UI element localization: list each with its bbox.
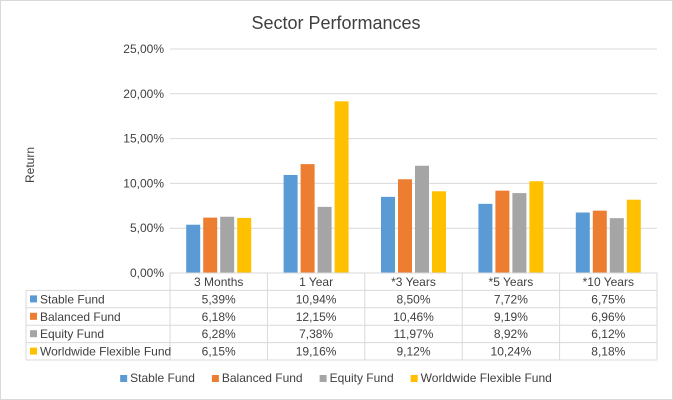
data-label: 7,72%	[494, 292, 528, 306]
y-axis-ticks: 0,00% 5,00% 10,00% 15,00% 20,00% 25,00%	[123, 42, 164, 280]
data-label: 8,92%	[494, 327, 528, 341]
bars	[186, 101, 641, 273]
data-label: 6,12%	[591, 327, 625, 341]
bar	[334, 101, 349, 273]
row-series-name: Stable Fund	[40, 292, 105, 306]
row-key	[30, 330, 37, 338]
data-table: 3 Months 1 Year *3 Years *5 Years *10 Years S…	[25, 272, 658, 361]
data-label: 6,75%	[591, 292, 625, 306]
legend-item: Balanced Fund	[211, 371, 303, 385]
chart-title: Sector Performances	[251, 13, 420, 33]
legend-swatch	[319, 375, 327, 382]
legend: Stable Fund Balanced Fund Equity Fund World…	[120, 371, 552, 385]
legend-swatch	[410, 375, 418, 382]
legend-label: Worldwide Flexible Fund	[421, 371, 552, 385]
category-label: *10 Years	[583, 275, 634, 289]
legend-label: Equity Fund	[330, 371, 394, 385]
row-key	[30, 312, 37, 320]
bar	[626, 199, 641, 273]
data-label: 9,12%	[396, 345, 430, 359]
data-label: 6,28%	[202, 327, 236, 341]
row-series-name: Worldwide Flexible Fund	[40, 345, 171, 359]
data-label: 12,15%	[296, 310, 337, 324]
legend-item: Stable Fund	[120, 371, 195, 385]
row-series-name: Equity Fund	[40, 327, 104, 341]
bar	[220, 216, 235, 273]
category-label: 1 Year	[299, 275, 333, 289]
bar	[283, 174, 298, 273]
bar	[300, 164, 315, 273]
bar	[495, 190, 510, 273]
data-label: 8,50%	[396, 292, 430, 306]
legend-label: Stable Fund	[130, 371, 195, 385]
legend-swatch	[211, 375, 219, 382]
y-tick-label: 5,00%	[130, 221, 164, 235]
bar	[398, 179, 412, 273]
bar	[609, 218, 624, 273]
row-key	[30, 347, 37, 355]
row-key	[30, 295, 37, 303]
bar	[203, 217, 218, 273]
bar	[512, 193, 527, 273]
y-axis-label: Return	[23, 147, 37, 183]
bar	[415, 165, 429, 273]
legend-item: Equity Fund	[319, 371, 394, 385]
data-label: 6,96%	[591, 310, 625, 324]
bar	[381, 196, 395, 273]
data-label: 9,19%	[494, 310, 528, 324]
bar	[432, 191, 446, 273]
legend-item: Worldwide Flexible Fund	[410, 371, 552, 385]
bar	[237, 217, 252, 273]
data-label: 8,18%	[591, 345, 625, 359]
data-label: 6,18%	[202, 310, 236, 324]
data-label: 6,15%	[202, 345, 236, 359]
data-label: 11,97%	[394, 327, 434, 341]
category-label: 3 Months	[194, 275, 243, 289]
bar	[478, 203, 493, 273]
data-label: 10,46%	[393, 310, 434, 324]
row-series-name: Balanced Fund	[40, 310, 121, 324]
data-label: 10,24%	[491, 345, 532, 359]
y-tick-label: 15,00%	[123, 132, 164, 146]
bar	[529, 181, 544, 273]
legend-label: Balanced Fund	[222, 371, 303, 385]
legend-swatch	[120, 375, 128, 382]
bar	[575, 212, 590, 273]
bar	[186, 224, 201, 273]
category-label: *5 Years	[489, 275, 534, 289]
category-label: *3 Years	[391, 275, 436, 289]
y-tick-label: 20,00%	[123, 87, 164, 101]
bar	[592, 210, 607, 273]
y-tick-label: 0,00%	[130, 266, 164, 280]
data-label: 5,39%	[202, 292, 236, 306]
bar	[317, 206, 332, 273]
y-tick-label: 25,00%	[123, 42, 164, 56]
data-label: 19,16%	[296, 345, 337, 359]
data-label: 7,38%	[299, 327, 333, 341]
y-tick-label: 10,00%	[123, 176, 164, 190]
data-label: 10,94%	[296, 292, 337, 306]
